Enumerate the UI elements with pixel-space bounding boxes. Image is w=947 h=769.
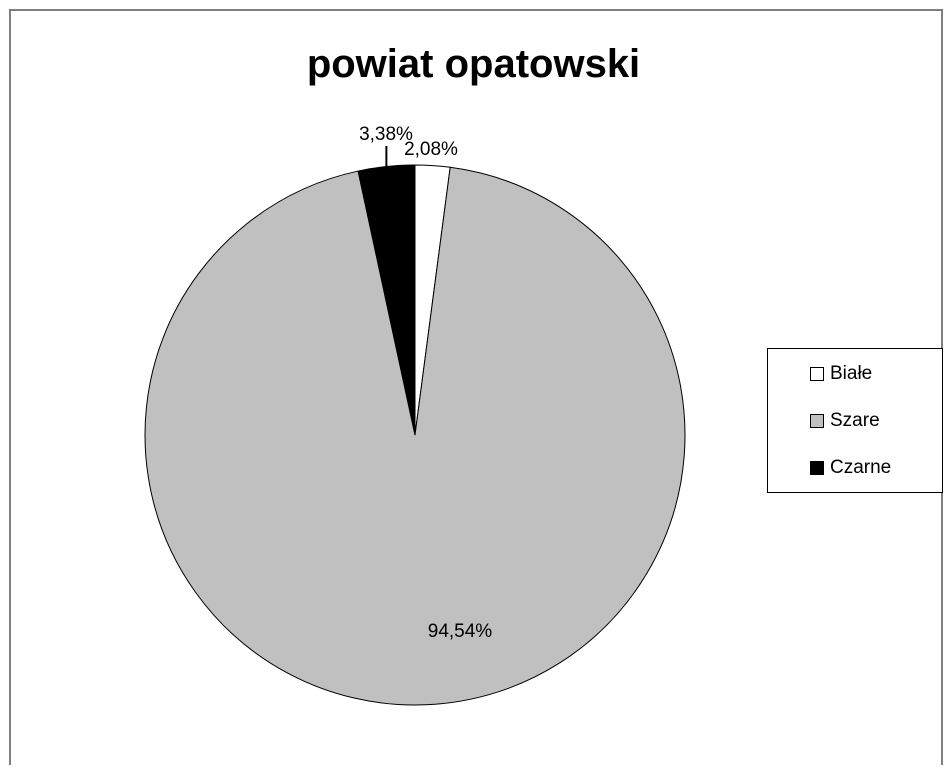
- legend-swatch-szare: [810, 414, 824, 428]
- data-label-czarne: 3,38%: [359, 124, 413, 145]
- legend-label-szare: Szare: [830, 410, 880, 431]
- legend-item-biale: Białe: [810, 363, 872, 385]
- legend-swatch-biale: [810, 367, 824, 381]
- data-label-biale: 2,08%: [404, 139, 458, 160]
- legend-swatch-czarne: [810, 461, 824, 475]
- legend-label-biale: Białe: [830, 363, 873, 384]
- data-label-szare: 94,54%: [428, 621, 493, 642]
- pie-slice-czarne: [357, 164, 416, 436]
- legend-item-szare: Szare: [810, 410, 880, 432]
- chart-title: powiat opatowski: [306, 42, 641, 86]
- legend-label-czarne: Czarne: [830, 457, 892, 478]
- legend: Białe Szare Czarne: [767, 348, 943, 493]
- pie-slice-szare: [144, 166, 686, 706]
- legend-item-czarne: Czarne: [810, 457, 891, 479]
